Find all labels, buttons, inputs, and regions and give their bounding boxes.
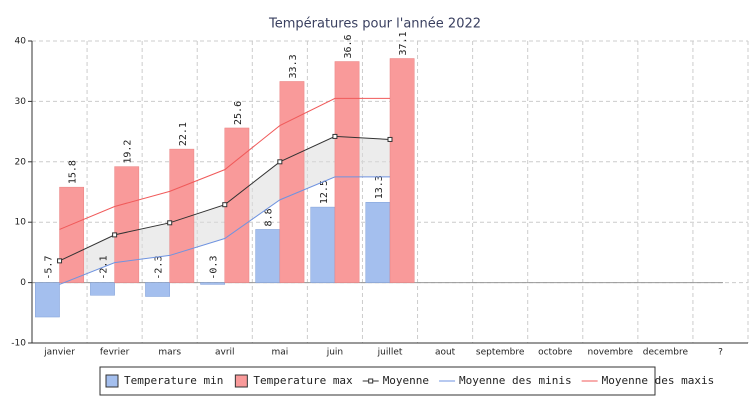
bar bbox=[145, 282, 170, 297]
x-tick-label: septembre bbox=[476, 348, 525, 358]
marker bbox=[57, 258, 63, 264]
x-tick-label: ? bbox=[718, 348, 723, 358]
bar bbox=[200, 282, 226, 285]
value-label: 12.5 bbox=[319, 180, 330, 204]
legend-label: Moyenne bbox=[383, 374, 429, 387]
marker bbox=[112, 232, 118, 238]
bar bbox=[59, 186, 85, 283]
line bbox=[59, 176, 390, 285]
legend-label: Moyenne des minis bbox=[459, 374, 572, 387]
x-tick-label: fevrier bbox=[100, 348, 130, 358]
y-tick-label: 30 bbox=[15, 97, 27, 107]
value-label: 19.2 bbox=[123, 140, 134, 164]
value-label: 25.6 bbox=[233, 101, 244, 125]
x-tick-label: mai bbox=[271, 348, 288, 358]
value-label: 13.3 bbox=[374, 175, 385, 199]
x-tick-label: janvier bbox=[43, 348, 75, 358]
x-tick-label: juillet bbox=[377, 348, 403, 358]
value-label: 37.1 bbox=[398, 31, 409, 55]
y-tick-label: 20 bbox=[15, 157, 27, 167]
x-tick-label: avril bbox=[215, 348, 235, 358]
legend-label: Moyenne des maxis bbox=[602, 374, 715, 387]
x-tick-label: novembre bbox=[588, 348, 634, 358]
value-label: 15.8 bbox=[68, 160, 79, 184]
x-tick-label: mars bbox=[158, 348, 181, 358]
marker bbox=[167, 220, 173, 226]
chart-title: Températures pour l'année 2022 bbox=[268, 17, 481, 32]
marker bbox=[277, 159, 283, 165]
bar bbox=[310, 206, 336, 283]
bar bbox=[279, 81, 305, 283]
value-label: -2.3 bbox=[154, 256, 165, 280]
marker bbox=[387, 136, 393, 142]
value-label: 33.3 bbox=[288, 54, 299, 78]
value-label: 36.6 bbox=[343, 34, 354, 58]
bar bbox=[224, 127, 250, 283]
legend-marker bbox=[368, 378, 374, 384]
bar bbox=[90, 282, 115, 296]
value-label: 22.1 bbox=[178, 122, 189, 146]
y-tick-label: 0 bbox=[20, 278, 26, 288]
legend-swatch bbox=[105, 374, 119, 388]
y-tick-label: -10 bbox=[11, 339, 26, 349]
line bbox=[59, 97, 390, 230]
value-label: -5.7 bbox=[43, 256, 54, 280]
x-tick-label: octobre bbox=[538, 348, 573, 358]
y-tick-label: 40 bbox=[15, 37, 27, 47]
marker bbox=[332, 133, 338, 139]
x-tick-label: juin bbox=[326, 348, 343, 358]
x-tick-label: decembre bbox=[643, 348, 689, 358]
legend-swatch bbox=[234, 374, 248, 388]
y-tick-label: 10 bbox=[15, 218, 27, 228]
value-label: -0.3 bbox=[209, 256, 220, 280]
value-label: -2.1 bbox=[98, 256, 109, 280]
x-tick-label: aout bbox=[435, 348, 456, 358]
bar bbox=[389, 58, 415, 283]
legend-label: Temperature min bbox=[124, 374, 223, 387]
value-label: 8.8 bbox=[264, 208, 275, 226]
bar bbox=[365, 202, 391, 283]
bar bbox=[334, 61, 360, 283]
bar bbox=[35, 282, 60, 318]
marker bbox=[222, 202, 228, 208]
bar bbox=[114, 166, 140, 283]
bar bbox=[255, 229, 281, 283]
legend-label: Temperature max bbox=[253, 374, 353, 387]
